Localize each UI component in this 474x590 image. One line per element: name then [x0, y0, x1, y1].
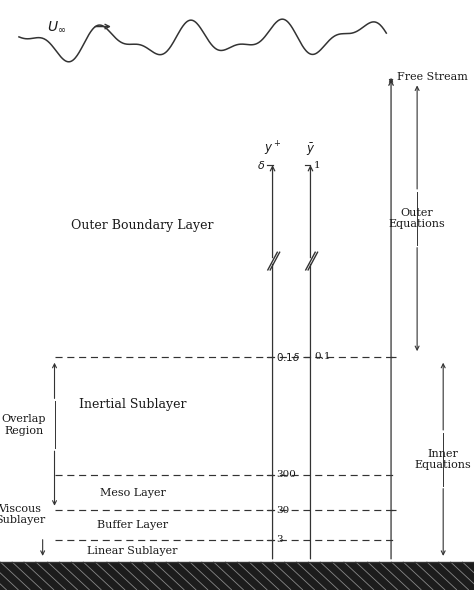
Text: $U_{\infty}$: $U_{\infty}$ — [47, 19, 66, 34]
Text: 3: 3 — [276, 535, 283, 545]
Text: Inner
Equations: Inner Equations — [415, 448, 472, 470]
Text: 0.1: 0.1 — [314, 352, 331, 362]
Text: 300: 300 — [276, 470, 296, 480]
Text: Inertial Sublayer: Inertial Sublayer — [79, 398, 186, 411]
Text: Overlap
Region: Overlap Region — [1, 414, 46, 435]
Text: $y^+$: $y^+$ — [264, 140, 281, 158]
Text: 1: 1 — [314, 160, 321, 170]
Text: Free Stream: Free Stream — [397, 72, 468, 81]
Text: Meso Layer: Meso Layer — [100, 488, 165, 497]
Text: Outer Boundary Layer: Outer Boundary Layer — [71, 219, 213, 232]
Text: Viscous
Sublayer: Viscous Sublayer — [0, 503, 45, 525]
Text: Outer
Equations: Outer Equations — [389, 208, 446, 229]
Text: $\delta$: $\delta$ — [257, 159, 265, 171]
Text: $\bar{y}$: $\bar{y}$ — [306, 142, 315, 158]
Text: Buffer Layer: Buffer Layer — [97, 520, 168, 530]
Text: $0.1\delta$: $0.1\delta$ — [276, 351, 301, 363]
Text: Linear Sublayer: Linear Sublayer — [88, 546, 178, 556]
Text: 30: 30 — [276, 506, 290, 515]
Bar — [0, 562, 474, 590]
